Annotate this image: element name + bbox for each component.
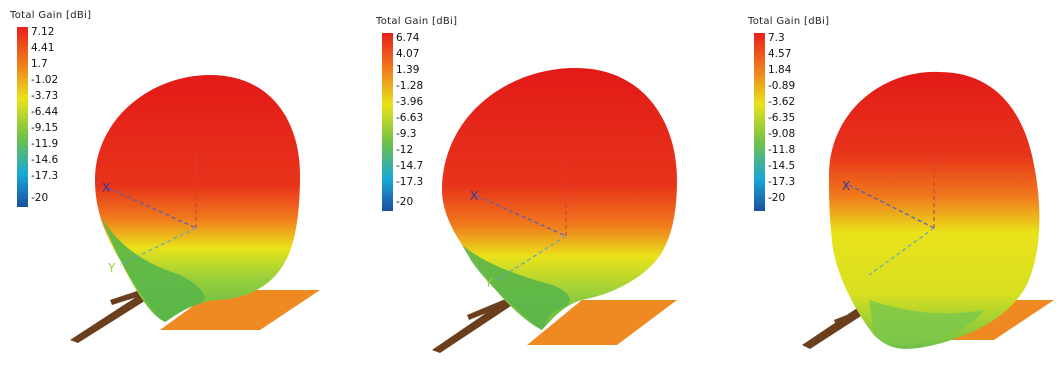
colorbar-tick: -11.9 <box>31 138 59 150</box>
colorbar-tick: -6.63 <box>396 112 424 124</box>
x-axis-label: X <box>470 189 478 203</box>
x-axis-label: X <box>842 179 850 193</box>
colorbar-tick: 4.07 <box>396 48 420 60</box>
colorbar-tick: -9.15 <box>31 122 59 134</box>
low-gain-region <box>100 215 205 322</box>
x-axis-line <box>848 184 935 229</box>
colorbar-tick: -12 <box>396 144 414 156</box>
x-axis-line <box>107 187 197 229</box>
colorbar-tick: -6.44 <box>31 106 59 118</box>
x-axis-label: X <box>102 181 110 195</box>
colorbar-tick: 4.41 <box>31 42 55 54</box>
colorbar-tick: 1.39 <box>396 64 420 76</box>
low-gain-region <box>869 300 984 346</box>
colorbar-tick: -17.3 <box>768 176 796 188</box>
gain-pattern-lobe <box>442 67 677 331</box>
radiation-pattern-3d-plot-1: X Y <box>70 75 320 343</box>
colorbar-tick: -1.02 <box>31 74 59 86</box>
colorbar-tick: -3.96 <box>396 96 424 108</box>
y-axis-label: Y <box>484 276 493 290</box>
colorbar-tick: -3.62 <box>768 96 796 108</box>
gain-pattern-lobe <box>95 75 300 322</box>
colorbar-title: Total Gain [dBi] <box>748 16 830 27</box>
colorbar-tick: -3.73 <box>31 90 59 102</box>
radiation-pattern-panel-3: X Total Gain [dBi] 7.3 4.57 1.84 -0.89 -… <box>704 0 1056 365</box>
radiation-pattern-panel-1: X Y Total Gain [dBi] 7.12 4.41 1.7 -1.02… <box>0 0 352 365</box>
colorbar-title: Total Gain [dBi] <box>376 16 458 27</box>
colorbar-tick: -0.89 <box>768 80 796 92</box>
colorbar-tick: 7.12 <box>31 26 55 38</box>
radiation-pattern-3d-plot-2: X Y <box>432 67 677 353</box>
colorbar-tick: -14.5 <box>768 160 796 172</box>
y-axis-line <box>868 227 935 276</box>
colorbar-tick: -9.3 <box>396 128 417 140</box>
colorbar-tick: 1.7 <box>31 58 48 70</box>
colorbar-tick: -20 <box>31 192 49 204</box>
colorbar-tick: -17.3 <box>31 170 59 182</box>
colorbar-tick: -14.7 <box>396 160 424 172</box>
colorbar <box>754 33 765 211</box>
colorbar-title: Total Gain [dBi] <box>10 10 92 21</box>
antenna-board <box>527 300 677 345</box>
low-gain-region <box>462 245 570 330</box>
colorbar-tick: 1.84 <box>768 64 792 76</box>
colorbar-tick: -20 <box>396 196 414 208</box>
colorbar-tick: -11.8 <box>768 144 796 156</box>
y-axis-line <box>119 227 197 266</box>
colorbar-tick: -17.3 <box>396 176 424 188</box>
colorbar-tick: 7.3 <box>768 32 785 44</box>
colorbar-tick: -14.6 <box>31 154 59 166</box>
x-axis-line <box>476 195 567 237</box>
colorbar-tick: -20 <box>768 192 786 204</box>
colorbar-tick: -9.08 <box>768 128 796 140</box>
y-axis-label: Y <box>107 261 116 275</box>
colorbar <box>17 27 28 207</box>
colorbar-tick: -1.28 <box>396 80 424 92</box>
colorbar-tick: 6.74 <box>396 32 420 44</box>
radiation-pattern-3d-plot-3: X <box>802 71 1054 349</box>
radiation-pattern-panel-2: X Y Total Gain [dBi] 6.74 4.07 1.39 -1.2… <box>352 0 704 365</box>
colorbar-tick: -6.35 <box>768 112 796 124</box>
colorbar-tick: 4.57 <box>768 48 792 60</box>
colorbar <box>382 33 393 211</box>
antenna-board <box>160 290 320 330</box>
